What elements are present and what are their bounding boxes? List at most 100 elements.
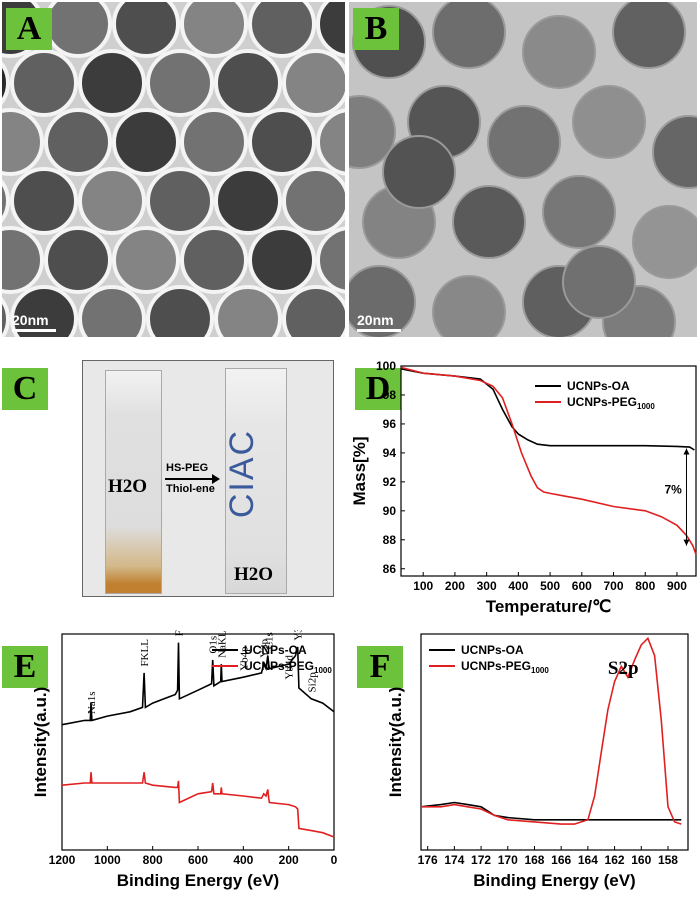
nanoparticle xyxy=(316,226,345,294)
tem-image-a xyxy=(2,2,345,337)
x-tick-label: 900 xyxy=(667,579,687,593)
nanoparticle xyxy=(112,2,180,58)
x-tick-label: 400 xyxy=(233,853,253,867)
series-line-peg xyxy=(400,366,697,555)
nanoparticle xyxy=(146,285,214,337)
y-tick-label: 96 xyxy=(383,417,397,431)
reaction-arrow-head xyxy=(212,474,220,484)
series-line-peg xyxy=(61,772,335,838)
y-tick-label: 86 xyxy=(383,562,397,576)
x-tick-label: 158 xyxy=(658,853,678,867)
nanoparticle xyxy=(44,108,112,176)
peak-label: O1s xyxy=(208,636,220,654)
nanoparticle xyxy=(44,226,112,294)
panel-label-c: C xyxy=(2,368,48,410)
x-axis-label: Binding Energy (eV) xyxy=(473,871,635,890)
nanoparticle xyxy=(612,2,686,69)
nanoparticle xyxy=(10,285,78,337)
panel-label-f: F xyxy=(357,646,403,688)
x-tick-label: 200 xyxy=(445,579,465,593)
peak-label: Y3p xyxy=(259,638,271,657)
cuvette-print: CIAC xyxy=(223,428,262,519)
x-tick-label: 168 xyxy=(524,853,544,867)
legend-entry: UCNPs-PEG1000 xyxy=(567,395,655,411)
x-tick-label: 400 xyxy=(508,579,528,593)
nanoparticle xyxy=(10,167,78,235)
x-tick-label: 164 xyxy=(578,853,598,867)
y-tick-label: 94 xyxy=(383,446,397,460)
nanoparticle xyxy=(2,226,44,294)
peak-label: FKLL xyxy=(139,639,151,667)
x-tick-label: 600 xyxy=(188,853,208,867)
y-tick-label: 90 xyxy=(383,504,397,518)
legend-entry: UCNPs-PEG1000 xyxy=(461,659,549,675)
tem-image-b xyxy=(349,2,697,337)
arrow-head xyxy=(683,539,690,546)
nanoparticle xyxy=(452,185,526,259)
nanoparticle xyxy=(522,15,596,89)
panel-e: E 1200 1000 800 600 400 200 0 Binding Energy (e… xyxy=(0,630,348,904)
nanoparticle xyxy=(282,49,345,117)
scale-label-a: 20nm xyxy=(12,312,49,328)
peak-label: Na1s xyxy=(86,691,98,714)
panel-label-e: E xyxy=(2,646,48,688)
cuvette-right: CIAC H2O xyxy=(223,368,287,594)
y-axis-label: Mass[%] xyxy=(350,437,369,506)
x-tick-label: 176 xyxy=(418,853,438,867)
plot-frame xyxy=(400,365,697,577)
nanoparticle xyxy=(2,297,10,337)
x-tick-label: 172 xyxy=(471,853,491,867)
chart-e: 1200 1000 800 600 400 200 0 Binding Energy (eV)… xyxy=(31,630,338,890)
peak-label: Yb4d xyxy=(284,655,296,680)
nanoparticle xyxy=(78,285,146,337)
nanoparticle xyxy=(572,85,646,159)
nanoparticle xyxy=(487,105,561,179)
peak-label: Yb4p xyxy=(238,646,250,671)
nanoparticle xyxy=(432,275,506,337)
nanoparticle xyxy=(652,115,697,189)
arrow-head xyxy=(683,448,690,455)
nanoparticle xyxy=(282,167,345,235)
panel-d: D 100 200 300 400 500 600 700 800 900 86 88 90 92 94 9… xyxy=(349,350,700,620)
nanoparticle xyxy=(248,108,316,176)
chart-f: 176 174 172 170 168 166 164 162 160 158 Binding En… xyxy=(386,633,689,890)
cuvette-left: H2O xyxy=(105,370,162,594)
reaction-arrow xyxy=(165,478,215,480)
cuvette-right-label: H2O xyxy=(234,564,274,585)
chart-d: 100 200 300 400 500 600 700 800 900 86 88 90 92 94 96 9… xyxy=(350,359,697,616)
scale-label-b: 20nm xyxy=(357,312,394,328)
nanoparticle xyxy=(632,205,697,279)
nanoparticle xyxy=(78,49,146,117)
nanoparticle xyxy=(214,49,282,117)
peak-label: Si2p xyxy=(306,672,318,693)
nanoparticle xyxy=(248,226,316,294)
nanoparticle xyxy=(316,108,345,176)
legend-entry: UCNPs-PEG1000 xyxy=(244,659,332,675)
s2p-label: S2p xyxy=(608,658,639,679)
nanoparticle xyxy=(2,179,10,223)
scale-bar-b xyxy=(357,329,401,332)
nanoparticle xyxy=(349,265,416,337)
nanoparticle xyxy=(214,285,282,337)
arrow-label-bottom: Thiol-ene xyxy=(166,483,215,495)
series-line-oa xyxy=(420,801,682,821)
peak-label: C1s xyxy=(264,632,276,649)
peak-label: F1s xyxy=(174,630,186,636)
y-tick-label: 88 xyxy=(383,533,397,547)
nanoparticle xyxy=(282,285,345,337)
x-tick-label: 500 xyxy=(540,579,560,593)
nanoparticle xyxy=(2,61,10,105)
arrow-label-top: HS-PEG xyxy=(166,462,209,474)
panel-f: F 176 174 172 170 168 166 164 162 160 158 Binding … xyxy=(349,630,700,904)
series-line-peg xyxy=(421,636,682,825)
nanoparticle xyxy=(316,2,345,58)
legend-entry: UCNPs-OA xyxy=(461,643,524,657)
panel-label-d: D xyxy=(355,368,401,410)
nanoparticle xyxy=(112,108,180,176)
y-tick-label: 98 xyxy=(383,388,397,402)
plot-frame xyxy=(420,633,689,851)
panel-label-b: B xyxy=(353,8,399,50)
nanoparticle xyxy=(432,2,506,69)
x-tick-label: 600 xyxy=(572,579,592,593)
x-tick-label: 162 xyxy=(605,853,625,867)
